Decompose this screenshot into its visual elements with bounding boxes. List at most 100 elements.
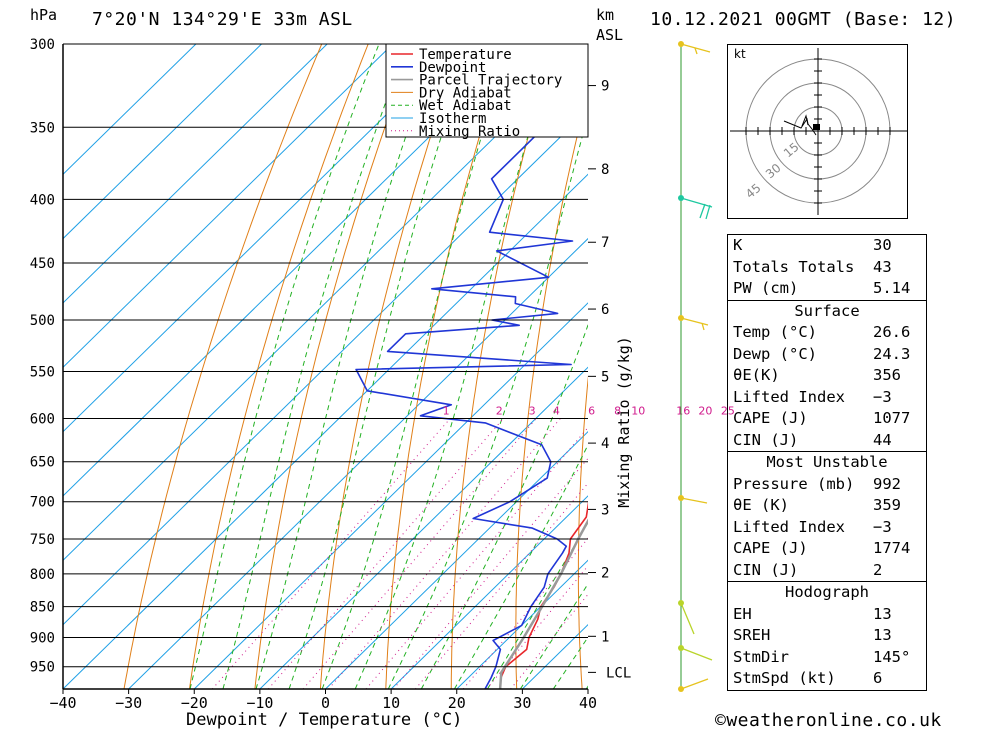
km-tick-label: LCL (606, 665, 631, 681)
wind-barb (680, 647, 713, 661)
isotherm-line (63, 44, 588, 562)
stat-key: θE(K) (733, 366, 780, 384)
section-title: Surface (794, 301, 860, 320)
stat-value: 1774 (873, 539, 911, 557)
wet-adiabat-line (288, 44, 473, 689)
hodograph-unit: kt (734, 47, 746, 61)
parcel-trajectory-line (498, 518, 588, 689)
legend-box (385, 43, 589, 138)
legend-entry: Wet Adiabat (419, 98, 512, 114)
isotherm-line (259, 366, 588, 689)
temperature-line (499, 501, 588, 689)
km-tick-label: 7 (601, 235, 609, 251)
dry-adiabat-line (515, 90, 588, 689)
stat-value: 30 (873, 236, 892, 254)
stat-value: 26.6 (873, 323, 911, 341)
stat-value: 992 (873, 474, 901, 493)
mixing-ratio-axis-label: Mixing Ratio (g/kg) (615, 336, 633, 508)
wind-barb (680, 602, 695, 635)
stat-key: CIN (J) (733, 560, 799, 579)
dry-adiabat-line (577, 375, 588, 689)
stat-value: 1077 (873, 409, 911, 427)
stat-value: 13 (873, 626, 892, 644)
stat-value: 6 (873, 669, 883, 687)
x-tick-label: −20 (181, 694, 208, 712)
stat-value: 5.14 (873, 279, 911, 297)
stat-value: 43 (873, 257, 892, 276)
stat-key: PW (cm) (733, 279, 799, 297)
isotherm-line (63, 44, 328, 304)
mixing-ratio-label: 16 (676, 404, 690, 417)
isotherm-line (390, 495, 588, 689)
wet-adiabat-line (222, 44, 408, 689)
isotherm-line (63, 109, 588, 626)
pressure-tick-label: 400 (30, 192, 55, 208)
stat-key: θE (K) (733, 496, 789, 514)
wet-adiabat-line (255, 44, 439, 689)
stat-key: StmSpd (kt) (733, 669, 836, 687)
km-tick-label: 9 (601, 79, 609, 95)
x-tick-label: 30 (513, 694, 531, 712)
station-title: 7°20'N 134°29'E 33m ASL (92, 9, 353, 30)
storm-motion-marker (813, 124, 820, 130)
legend-entry: Mixing Ratio (419, 124, 520, 140)
hodograph-ring-label: 45 (743, 181, 764, 202)
section-title: Hodograph (785, 583, 869, 601)
mixing-ratio-label: 3 (529, 404, 536, 417)
dry-adiabat-line (319, 44, 462, 689)
mixing-ratio-label: 10 (631, 404, 645, 417)
isotherm-line (456, 559, 588, 689)
x-tick-label: 20 (448, 694, 466, 712)
height-unit-label: km (596, 6, 615, 24)
pressure-unit-label: hPa (30, 6, 58, 24)
x-tick-label: 0 (321, 694, 330, 712)
x-axis-label: Dewpoint / Temperature (°C) (186, 710, 463, 730)
wind-barb (705, 204, 711, 220)
isotherm-line (193, 302, 588, 689)
stat-value: 24.3 (873, 344, 911, 363)
wet-adiabat-line (189, 44, 380, 689)
stat-value: −3 (873, 387, 892, 406)
x-tick-label: −10 (246, 694, 273, 712)
legend-entry: Dewpoint (419, 60, 486, 76)
isotherm-line (325, 430, 588, 689)
pressure-tick-label: 700 (30, 495, 55, 511)
pressure-tick-label: 750 (30, 532, 55, 548)
mixing-ratio-line (486, 565, 588, 689)
credit-link[interactable]: ©weatheronline.co.uk (715, 710, 942, 731)
wet-adiabat-line (387, 113, 588, 689)
wind-barb (680, 317, 709, 326)
pressure-tick-label: 500 (30, 313, 55, 329)
dry-adiabat-line (254, 44, 416, 689)
legend-entry: Dry Adiabat (419, 85, 512, 101)
hodograph-ring-label: 30 (763, 161, 784, 182)
wind-barb (694, 47, 698, 55)
wind-barb (699, 203, 706, 219)
stat-value: −3 (873, 517, 892, 536)
wind-barb (701, 322, 705, 331)
wet-adiabat-line (453, 443, 588, 689)
dry-adiabat-line (189, 44, 369, 689)
mixing-ratio-line (302, 418, 537, 689)
dry-adiabat-line (450, 44, 555, 689)
stat-key: Lifted Index (733, 387, 845, 406)
legend-entry: Temperature (419, 47, 512, 63)
stat-value: 13 (873, 604, 892, 623)
dry-adiabat-line (385, 44, 509, 689)
x-tick-label: 40 (579, 694, 597, 712)
stat-value: 359 (873, 496, 901, 514)
isotherm-line (63, 44, 459, 433)
isotherm-line (63, 44, 197, 175)
hodograph-trace (783, 117, 817, 136)
pressure-tick-label: 800 (30, 567, 55, 583)
height-ref-label: ASL (596, 26, 624, 44)
isotherm-line (63, 173, 588, 689)
stat-value: 2 (873, 560, 883, 579)
stat-key: Lifted Index (733, 517, 845, 536)
stat-key: SREH (733, 626, 771, 644)
km-tick-label: 8 (601, 162, 609, 178)
legend-entry: Isotherm (419, 111, 486, 127)
mixing-ratio-label: 6 (588, 404, 595, 417)
isotherm-line (63, 44, 394, 369)
